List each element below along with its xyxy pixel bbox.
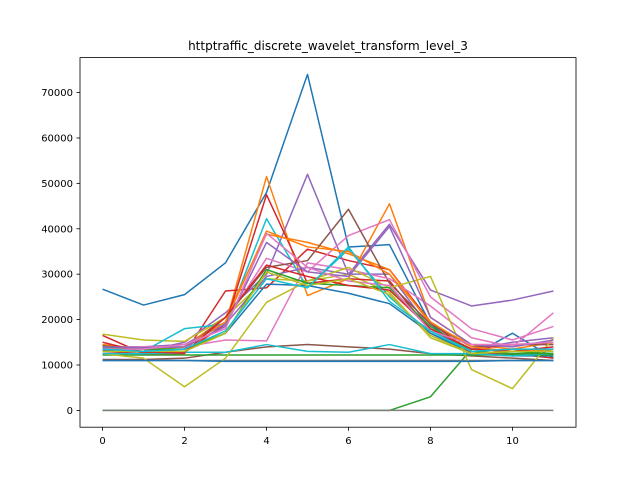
y-tick-label-3: 30000 (41, 270, 73, 281)
series-line-25 (102, 232, 554, 350)
series-line-0 (102, 73, 554, 359)
x-tick-label-4: 8 (427, 436, 433, 447)
series-line-4 (102, 173, 554, 353)
series-line-18 (102, 266, 555, 390)
y-tick-label-4: 40000 (41, 224, 73, 235)
x-tick-label-2: 4 (263, 436, 269, 447)
x-tick-label-1: 2 (181, 436, 187, 447)
y-axis: 0 10000 20000 30000 40000 50000 60000 70000 (41, 88, 80, 417)
series-line-6 (102, 218, 554, 348)
y-tick-label-7: 70000 (41, 88, 73, 99)
y-tick-label-6: 60000 (41, 133, 73, 144)
series-line-15 (102, 208, 554, 350)
y-tick-label-0: 0 (67, 406, 73, 417)
x-axis: 0 2 4 6 8 10 (99, 427, 519, 447)
series-line-26 (102, 271, 554, 355)
series-line-5 (102, 343, 554, 362)
y-tick-label-2: 20000 (41, 315, 73, 326)
y-tick-label-1: 10000 (41, 360, 73, 371)
series-line-27 (102, 246, 554, 353)
plot-lines (102, 73, 555, 412)
chart-title: httptraffic_discrete_wavelet_transform_l… (188, 39, 468, 53)
x-tick-label-0: 0 (99, 436, 105, 447)
x-tick-label-3: 6 (345, 436, 351, 447)
series-line-20 (102, 359, 554, 363)
y-tick-label-5: 50000 (41, 179, 73, 190)
plot-frame (79, 57, 577, 428)
series-line-23 (102, 264, 554, 354)
x-tick-label-5: 10 (506, 436, 519, 447)
